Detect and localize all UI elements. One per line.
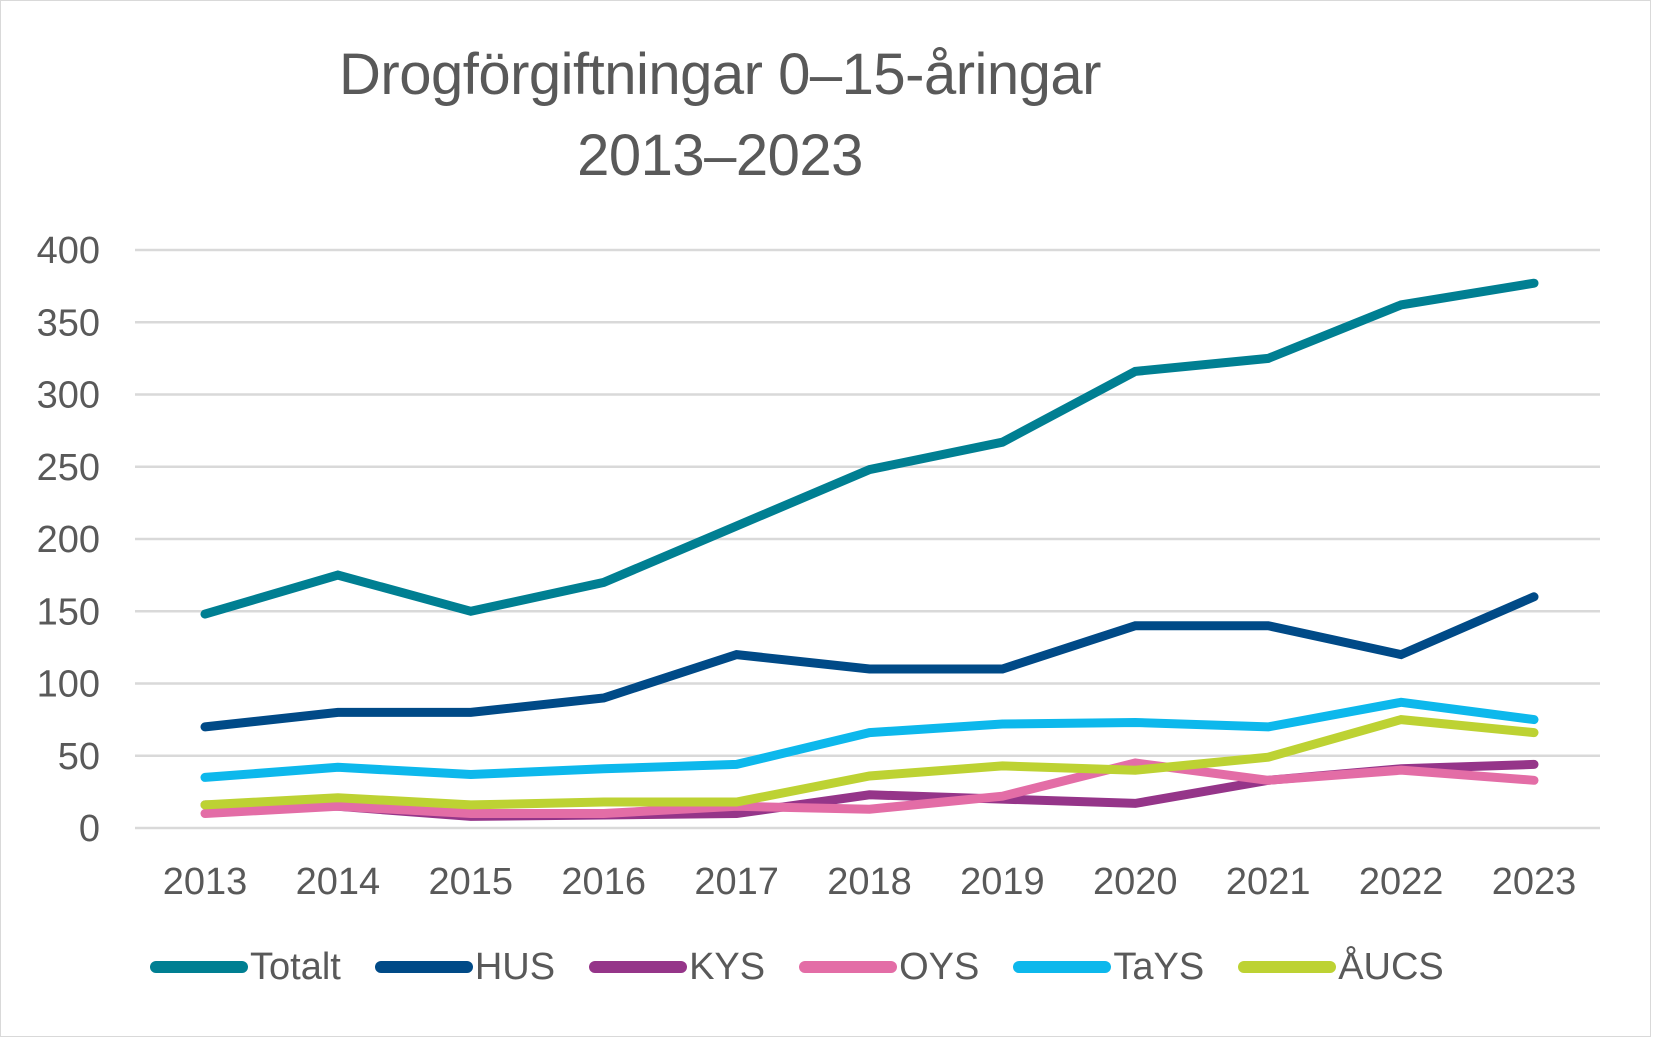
- y-axis-tick-labels: 0 50 100 150 200 250 300 350 400: [37, 230, 100, 850]
- y-tick-label-350: 350: [37, 302, 100, 344]
- legend-item-oys: OYS: [799, 945, 979, 989]
- x-tick-label-2016: 2016: [561, 861, 646, 903]
- x-tick-label-2019: 2019: [960, 861, 1045, 903]
- series-lines: [200, 278, 1539, 821]
- legend-item-åucs: ÅUCS: [1238, 945, 1444, 989]
- legend-label: OYS: [899, 946, 980, 988]
- x-tick-label-2023: 2023: [1492, 861, 1577, 903]
- series-line-åucs: [200, 715, 1539, 810]
- x-tick-label-2018: 2018: [827, 861, 912, 903]
- legend-swatch: [374, 961, 473, 973]
- x-axis-tick-labels: 2013 2014 2015 2016 2017 2018 2019 2020 2021 2022…: [163, 861, 1577, 903]
- x-tick-label-2013: 2013: [163, 861, 248, 903]
- y-tick-label-400: 400: [37, 230, 100, 272]
- legend-item-kys: KYS: [589, 945, 765, 989]
- x-tick-label-2014: 2014: [296, 861, 381, 903]
- y-tick-label-300: 300: [37, 375, 100, 417]
- legend-label: HUS: [474, 946, 556, 988]
- legend-label: TaYS: [1113, 946, 1205, 988]
- series-line-hus: [200, 592, 1539, 732]
- legend-swatch: [589, 961, 688, 973]
- legend-label: ÅUCS: [1338, 946, 1444, 988]
- x-tick-label-2017: 2017: [694, 861, 779, 903]
- legend: Totalt HUS KYS OYS TaYS ÅUCS: [150, 945, 1478, 989]
- y-tick-label-200: 200: [37, 519, 100, 561]
- legend-swatch: [1013, 961, 1112, 973]
- x-tick-label-2020: 2020: [1093, 861, 1178, 903]
- chart-title-line-1: Drogförgiftningar 0–15-åringar: [339, 42, 1102, 107]
- series-line-totalt: [200, 278, 1539, 619]
- series-line-oys: [200, 758, 1539, 818]
- legend-swatch: [799, 961, 898, 973]
- chart-title-line-2: 2013–2023: [577, 123, 863, 188]
- legend-label: KYS: [689, 946, 766, 988]
- y-tick-label-150: 150: [37, 591, 100, 633]
- y-tick-label-100: 100: [37, 664, 100, 706]
- legend-swatch: [150, 961, 248, 973]
- y-tick-label-250: 250: [37, 447, 100, 489]
- gridlines: [135, 248, 1600, 830]
- series-line-tays: [200, 697, 1539, 782]
- legend-item-totalt: Totalt: [150, 945, 341, 989]
- legend-swatch: [1238, 961, 1337, 973]
- legend-item-hus: HUS: [374, 945, 556, 989]
- x-tick-label-2022: 2022: [1359, 861, 1444, 903]
- y-tick-label-50: 50: [58, 736, 100, 778]
- x-tick-label-2015: 2015: [429, 861, 514, 903]
- legend-item-tays: TaYS: [1013, 945, 1204, 989]
- x-tick-label-2021: 2021: [1226, 861, 1311, 903]
- y-tick-label-0: 0: [79, 808, 100, 850]
- legend-label: Totalt: [250, 946, 341, 988]
